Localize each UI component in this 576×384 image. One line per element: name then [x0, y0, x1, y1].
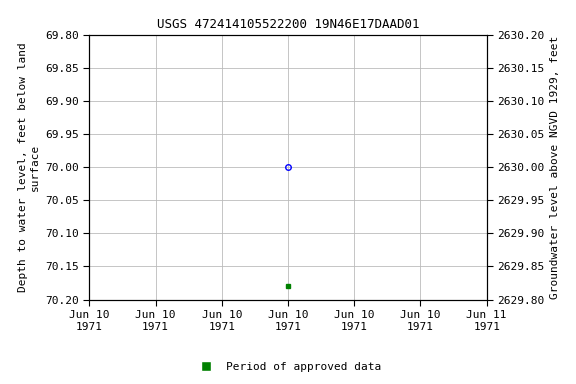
Title: USGS 472414105522200 19N46E17DAAD01: USGS 472414105522200 19N46E17DAAD01 — [157, 18, 419, 31]
Legend: Period of approved data: Period of approved data — [191, 358, 385, 377]
Y-axis label: Depth to water level, feet below land
surface: Depth to water level, feet below land su… — [18, 42, 40, 292]
Y-axis label: Groundwater level above NGVD 1929, feet: Groundwater level above NGVD 1929, feet — [550, 35, 560, 299]
